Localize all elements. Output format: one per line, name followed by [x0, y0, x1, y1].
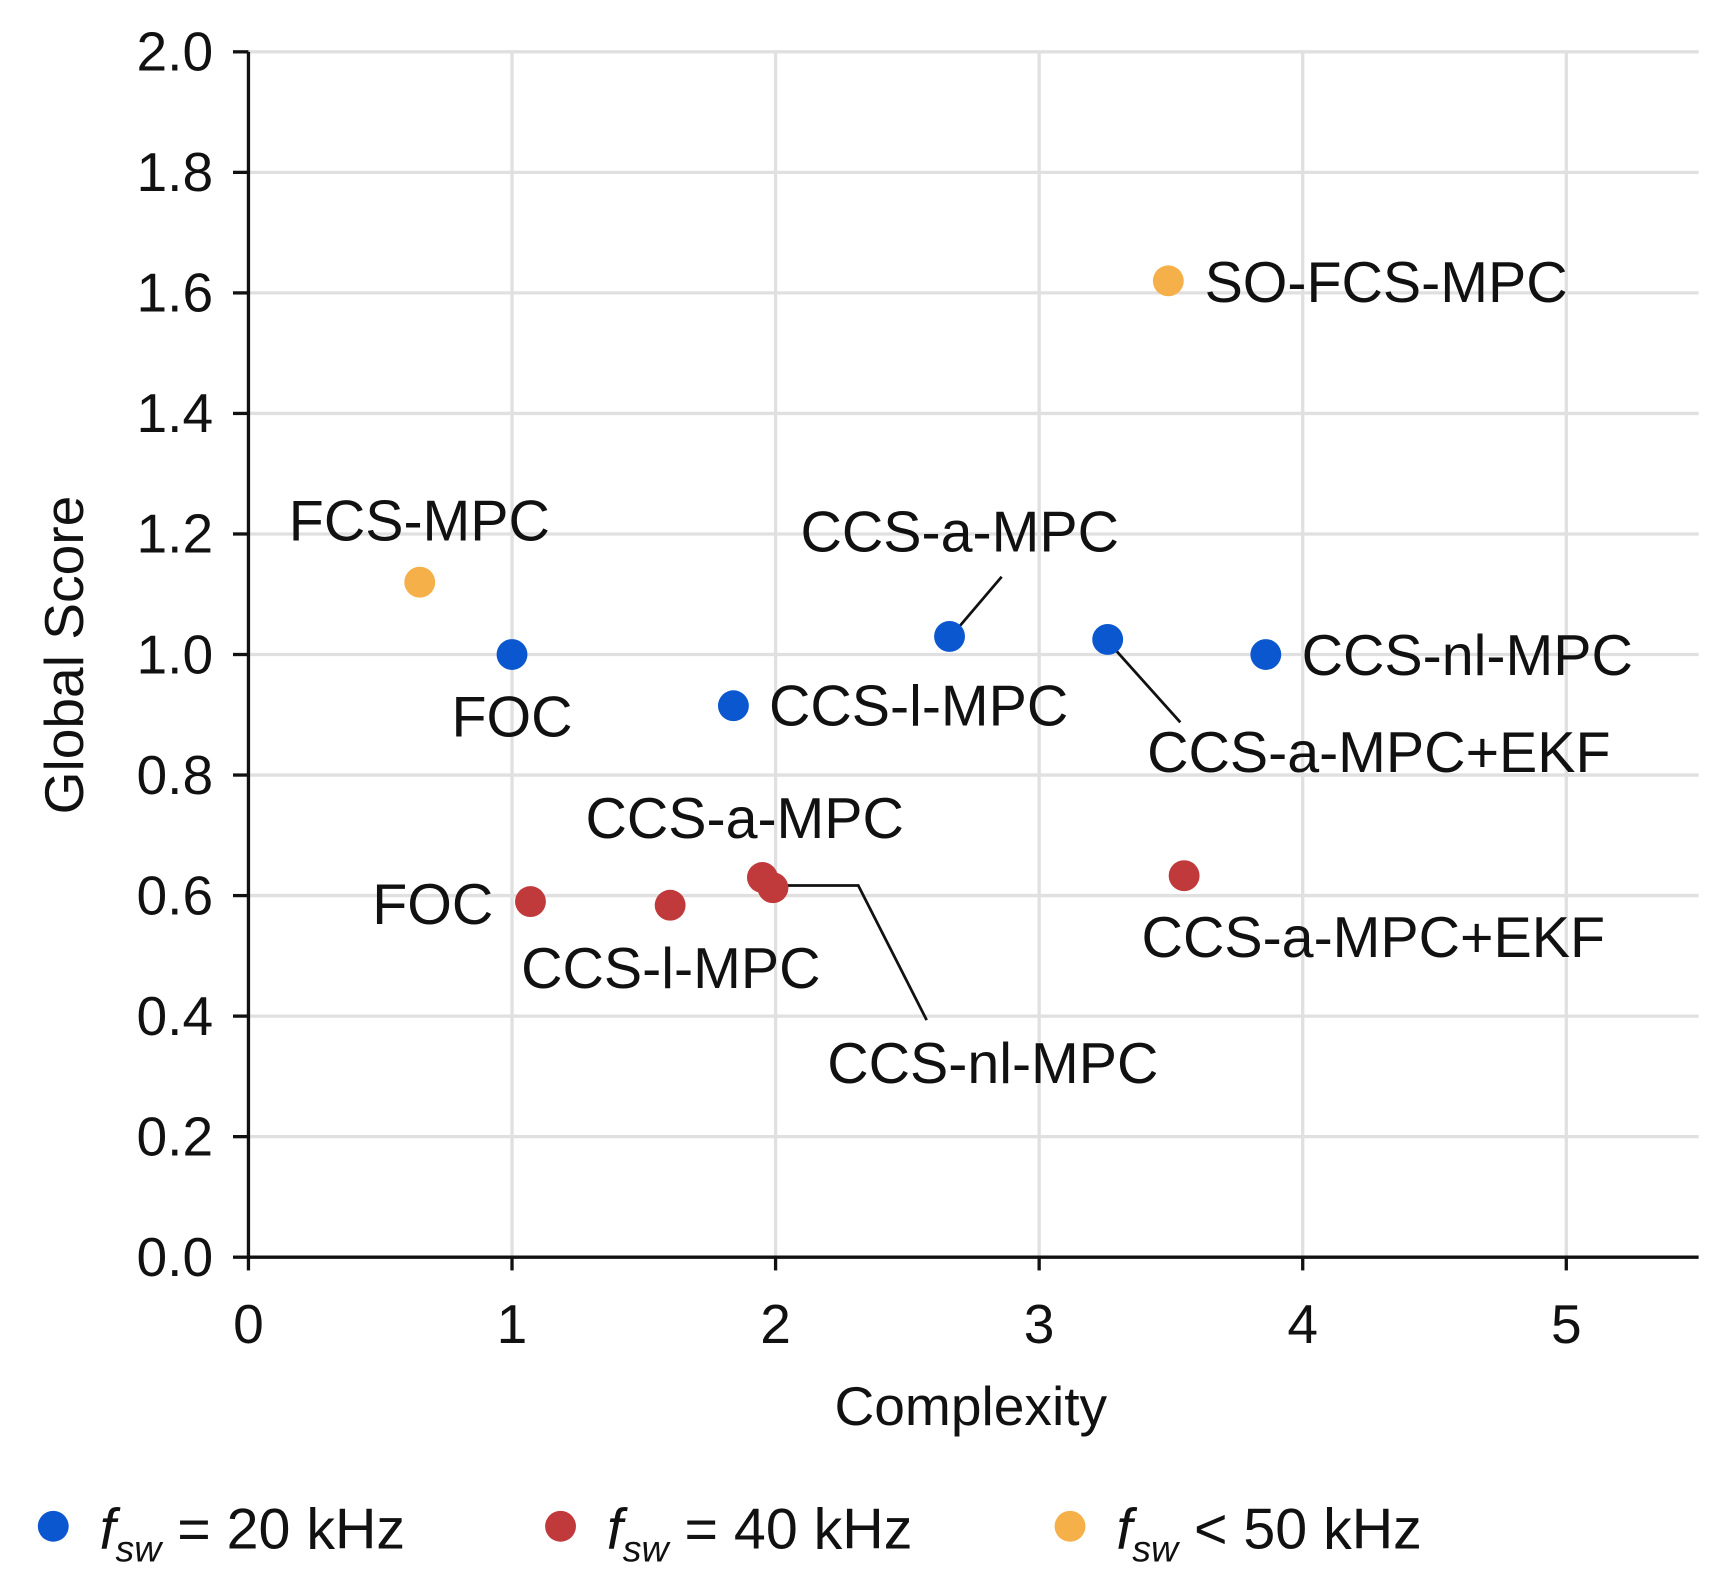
point-label: CCS-nl-MPC: [827, 1032, 1158, 1096]
data-point: [757, 872, 789, 904]
y-tick-label: 0.0: [137, 1226, 214, 1288]
data-point: [1152, 265, 1184, 297]
y-tick-label: 1.8: [137, 141, 214, 203]
point-label: CCS-l-MPC: [521, 937, 820, 1001]
data-point: [717, 690, 749, 722]
y-tick-label: 0.2: [137, 1105, 214, 1167]
point-label: CCS-a-MPC+EKF: [1147, 721, 1610, 785]
data-point: [1168, 860, 1200, 892]
y-tick-label: 0.6: [137, 864, 214, 926]
y-tick-label: 1.2: [137, 503, 214, 565]
legend-entry: fsw < 50 kHz: [1116, 1497, 1422, 1569]
legend-entry: fsw = 40 kHz: [607, 1497, 913, 1569]
x-tick-label: 5: [1551, 1293, 1582, 1355]
y-tick-label: 1.4: [137, 382, 214, 444]
x-tick-label: 4: [1287, 1293, 1318, 1355]
legend-marker: [1054, 1510, 1086, 1542]
y-axis-label: Global Score: [33, 496, 95, 815]
x-tick-label: 0: [233, 1293, 264, 1355]
data-point: [1250, 639, 1282, 670]
x-axis-label: Complexity: [834, 1375, 1107, 1437]
leader-line: [1113, 647, 1182, 724]
legend-marker: [545, 1510, 576, 1542]
x-tick-label: 1: [497, 1293, 528, 1355]
data-points: [404, 265, 1282, 921]
y-tick-label: 1.6: [137, 262, 214, 324]
y-tick-label: 0.8: [137, 744, 214, 806]
point-label: CCS-l-MPC: [769, 675, 1068, 739]
legend: fsw = 20 kHz fsw = 40 kHz fsw < 50 kHz: [37, 1497, 1422, 1570]
leader-lines: [772, 575, 1182, 1021]
point-label: CCS-a-MPC: [585, 787, 904, 851]
data-point: [496, 639, 528, 670]
y-tick-label: 0.4: [137, 985, 214, 1047]
data-point: [1092, 624, 1124, 655]
y-tick-label: 1.0: [137, 623, 214, 685]
data-point: [934, 620, 965, 652]
data-point: [404, 566, 436, 598]
point-label: CCS-a-MPC+EKF: [1142, 906, 1605, 970]
point-label: FOC: [372, 873, 493, 937]
leader-line: [772, 884, 928, 1021]
point-label: FOC: [452, 686, 573, 750]
grid: [248, 50, 1699, 1258]
point-label: FCS-MPC: [289, 489, 550, 553]
leader-line: [956, 575, 1003, 630]
legend-entry: fsw = 20 kHz: [100, 1497, 406, 1569]
point-label: CCS-nl-MPC: [1302, 624, 1633, 688]
y-tick-label: 2.0: [137, 21, 214, 83]
data-point: [654, 889, 686, 921]
point-label: CCS-a-MPC: [801, 500, 1120, 564]
x-tick-label: 3: [1024, 1293, 1055, 1355]
legend-marker: [37, 1510, 69, 1542]
x-tick-label: 2: [760, 1293, 791, 1355]
point-labels: FOC CCS-l-MPC CCS-a-MPC CCS-a-MPC+EKF CCS-nl…: [289, 251, 1633, 1096]
point-label: SO-FCS-MPC: [1205, 251, 1568, 315]
data-point: [515, 886, 546, 918]
axes: 0 1 2 3 4 5 0.0 0.2 0.4 0.6 0.8 1.0 1.2 1.4 1.6 1.8 2.0: [137, 21, 1699, 1355]
